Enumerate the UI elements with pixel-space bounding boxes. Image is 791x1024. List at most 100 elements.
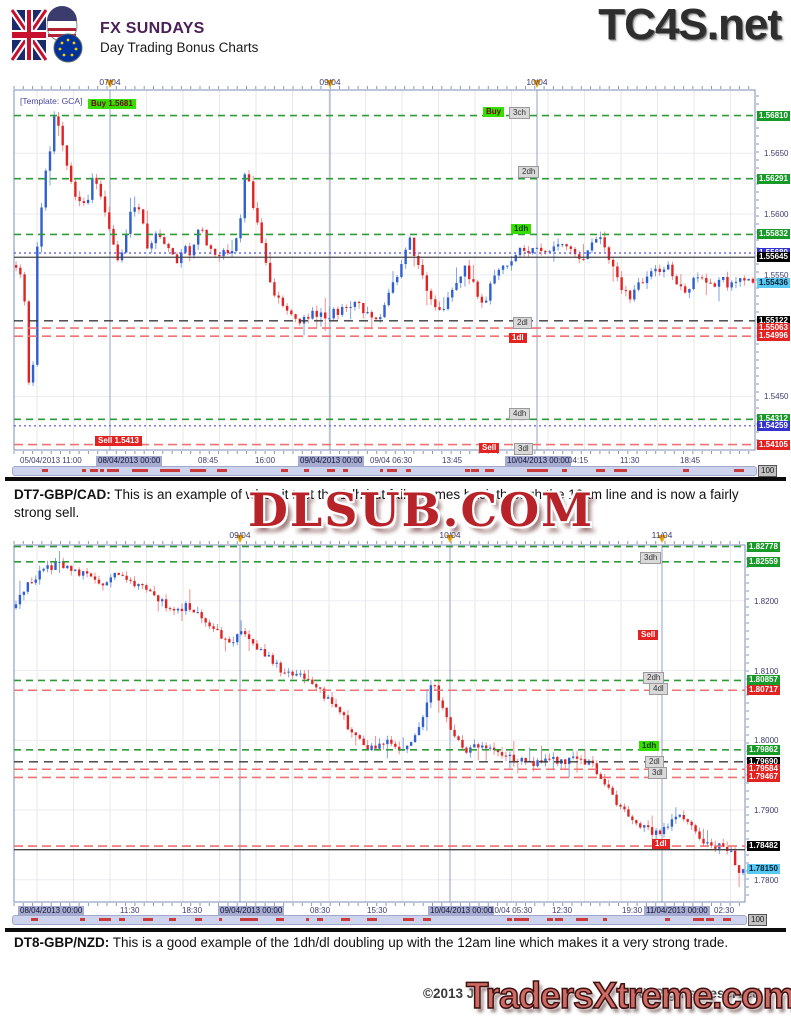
scrollbar-tick xyxy=(705,918,714,921)
scrollbar-tick xyxy=(387,469,397,472)
scrollbar-tick xyxy=(239,918,247,921)
scrollbar-tick xyxy=(379,469,383,472)
time-label: 19:30 xyxy=(622,906,643,915)
price-label: 1.82559 xyxy=(747,556,780,567)
scrollbar-tick xyxy=(343,469,348,472)
price-label: 1.79690 xyxy=(747,756,780,767)
scrollbar-tick xyxy=(618,469,627,472)
scrollbar-tick xyxy=(522,918,529,921)
scrollbar-tick xyxy=(30,918,38,921)
level-badge-1dl: 1dl xyxy=(509,333,527,343)
level-badge-buy-1-5681: Buy 1.5681 xyxy=(88,99,136,109)
scrollbar-tick xyxy=(665,918,670,921)
watermark-dlsub: DLSUB.COM xyxy=(248,483,595,537)
scrollbar-tick xyxy=(555,918,564,921)
scrollbar-tick xyxy=(576,918,589,921)
eu-flag-shape xyxy=(53,33,83,63)
price-label: 1.82778 xyxy=(747,541,780,552)
scrollbar-tick xyxy=(341,918,351,921)
level-badge-2dl: 2dl xyxy=(513,317,532,329)
price-tick-label: 1.5550 xyxy=(764,270,789,280)
date-label: 09/04 xyxy=(319,77,341,87)
scrollbar-tick xyxy=(486,469,490,472)
site-logo-tc4s: TC4S.net xyxy=(598,0,782,49)
caption-dt7-text: This is an example of when it test the 1… xyxy=(14,487,739,520)
level-badge-3dl: 3dl xyxy=(514,443,533,455)
level-badge-3dh: 3dh xyxy=(640,552,662,564)
scrollbar-tick xyxy=(423,918,431,921)
scrollbar-tick xyxy=(403,918,408,921)
price-label: 1.56810 xyxy=(757,110,790,121)
date-label: 09/04 xyxy=(229,530,251,540)
chart-dt7-gbpcad xyxy=(13,80,759,454)
price-tick-label: 1.7800 xyxy=(754,875,779,885)
date-label: 07/04 xyxy=(99,77,121,87)
scrollbar-tick xyxy=(403,918,415,921)
time-label: 10/04/2013 00:00 xyxy=(505,456,572,466)
scrollbar-tick xyxy=(168,918,176,921)
price-label: 1.56291 xyxy=(757,173,790,184)
level-badge-sell: Sell xyxy=(479,443,500,453)
scrollbar-tick xyxy=(723,918,731,921)
level-badge-4dh: 4dh xyxy=(509,408,531,420)
scrollbar-tick xyxy=(216,469,228,472)
caption-dt7-label: DT7-GBP/CAD: xyxy=(14,487,111,502)
scrollbar-tick xyxy=(276,918,285,921)
scrollbar-tick xyxy=(159,469,169,472)
time-label: 09/04/2013 00:00 xyxy=(298,456,365,466)
price-tick-label: 1.7900 xyxy=(754,805,779,815)
scrollbar-tick xyxy=(734,469,744,472)
scrollbar-tick xyxy=(194,469,206,472)
scrollbar-tick xyxy=(693,918,704,921)
scrollbar-tick xyxy=(280,469,288,472)
template-label: [Template: GCA] xyxy=(20,96,83,106)
chart-scrollbar[interactable] xyxy=(12,915,747,925)
price-tick-label: 1.5650 xyxy=(764,149,789,159)
scrollbar-tick xyxy=(121,918,125,921)
watermark-tradersxtreme: TradersXtreme.com xyxy=(465,974,791,1017)
scrollbar-tick xyxy=(136,469,148,472)
time-label: 05/04/2013 11:00 xyxy=(20,456,82,465)
candle-series-gbpnzd xyxy=(14,550,745,887)
price-label: 1.79584 xyxy=(747,764,780,775)
chart-dt8-gbpnzd xyxy=(13,535,749,906)
scrollbar-tick xyxy=(143,918,154,921)
price-tick-label: 1.5450 xyxy=(764,392,789,402)
scrollbar-tick xyxy=(317,918,324,921)
page-title: FX SUNDAYS xyxy=(100,20,205,37)
date-label: 11/04 xyxy=(651,530,673,540)
price-tick-label: 1.5600 xyxy=(764,210,789,220)
page-subtitle: Day Trading Bonus Charts xyxy=(100,40,259,55)
level-badge-1dh: 1dh xyxy=(639,741,660,751)
level-badge-2dh: 2dh xyxy=(643,672,665,684)
price-label: 1.78482 xyxy=(747,841,780,852)
price-label: 1.80717 xyxy=(747,685,780,696)
scrollbar-tick xyxy=(107,469,116,472)
time-label: 09/04 06:30 xyxy=(370,456,413,465)
scrollbar-tick xyxy=(82,469,87,472)
scrollbar-tick xyxy=(303,469,310,472)
price-tick-label: 1.8000 xyxy=(754,736,779,746)
level-badge-sell: Sell xyxy=(638,630,659,640)
time-label: 08:30 xyxy=(310,906,331,915)
caption-dt8: DT8-GBP/NZD: This is a good example of t… xyxy=(14,934,776,952)
time-label: 18:30 xyxy=(182,906,203,915)
scrollbar-tick xyxy=(100,469,105,472)
time-label: 18:45 xyxy=(680,456,701,465)
separator-line xyxy=(5,477,786,481)
scrollbar-tick xyxy=(536,469,547,472)
scrollbar-tick xyxy=(546,918,554,921)
scrollbar-tick xyxy=(464,469,470,472)
scrollbar-tick xyxy=(602,918,608,921)
scrollbar-tick xyxy=(169,469,181,472)
time-label: 11:30 xyxy=(120,906,140,915)
separator-line xyxy=(5,928,786,932)
level-badge-1dh: 1dh xyxy=(511,224,532,234)
chart-scrollbar[interactable] xyxy=(12,466,757,476)
scrollbar-tick xyxy=(247,918,259,921)
scrollbar-tick xyxy=(366,918,377,921)
scroll-scale-value: 100 xyxy=(758,465,778,477)
time-label: 11/04/2013 00:00 xyxy=(644,906,710,916)
